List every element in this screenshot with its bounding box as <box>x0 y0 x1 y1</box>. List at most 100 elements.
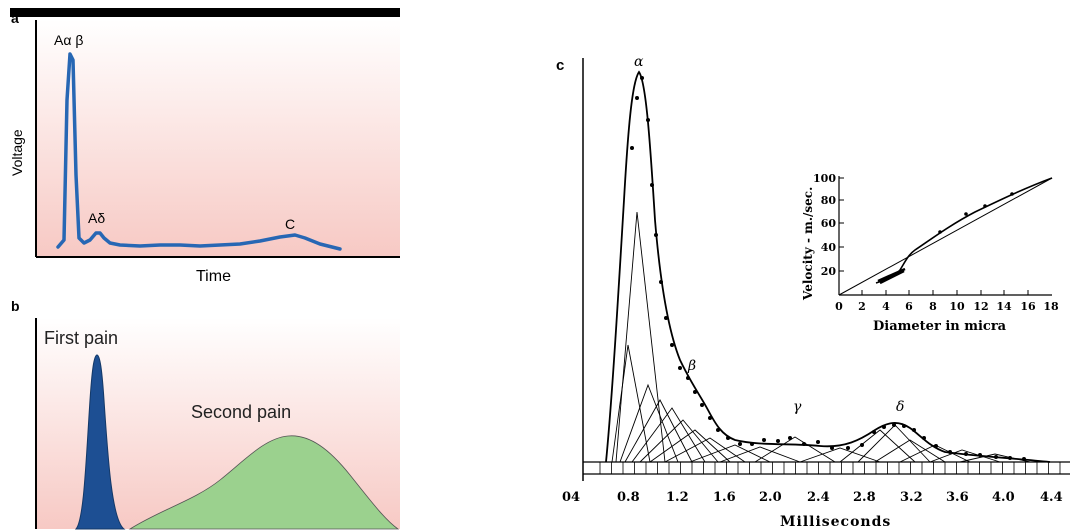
component-curve <box>874 439 946 463</box>
inset-y-tick-label: 20 <box>821 265 837 278</box>
panel-a-peak-label-c: C <box>285 216 295 232</box>
data-dot <box>776 439 780 443</box>
inset-y-ticks <box>839 177 844 272</box>
inset-x-tick-label: 16 <box>1020 300 1036 313</box>
component-curve <box>664 437 746 463</box>
data-dot <box>635 96 639 100</box>
data-dot <box>726 436 730 440</box>
panel-a-y-label: Voltage <box>9 129 25 176</box>
panel-c-letter: c <box>556 57 564 74</box>
data-dot <box>830 446 834 450</box>
inset-x-tick-label: 0 <box>835 300 843 313</box>
data-dot <box>872 430 876 434</box>
data-dot <box>700 403 704 407</box>
component-curve <box>754 436 836 463</box>
inset-x-tick-label: 2 <box>858 300 866 313</box>
panel-c-component-curves <box>611 211 1031 463</box>
data-dot <box>716 428 720 432</box>
panel-a-peak-label-aab: Aα β <box>54 32 83 48</box>
inset-y-label: Velocity - m./sec. <box>801 187 815 301</box>
x-tick-label: 1.6 <box>713 490 736 505</box>
x-tick-label: 0.8 <box>617 490 640 505</box>
component-curve <box>719 446 801 463</box>
inset-y-tick-label: 60 <box>821 217 837 230</box>
component-curve <box>615 211 666 463</box>
data-dot <box>892 423 896 427</box>
x-tick-label: 04 <box>562 490 580 505</box>
inset-x-tick-label: 18 <box>1043 300 1059 313</box>
data-dot <box>750 442 754 446</box>
data-dot <box>882 425 886 429</box>
data-dot <box>762 438 766 442</box>
data-dot <box>912 428 916 432</box>
inset-x-tick-label: 10 <box>949 300 965 313</box>
data-dot <box>640 76 644 80</box>
inset-x-tick-labels: 0 2 4 6 8 10 12 14 16 18 <box>835 300 1059 313</box>
panel-a-top-bar <box>10 8 400 17</box>
inset-y-tick-label: 40 <box>821 241 837 254</box>
component-curve <box>631 407 706 463</box>
inset-x-tick-label: 14 <box>996 300 1012 313</box>
data-dot <box>964 452 968 456</box>
panel-b: b First pain Second pain <box>11 298 400 530</box>
component-curve <box>611 344 651 463</box>
data-dot <box>902 424 906 428</box>
panel-a-x-label: Time <box>196 268 231 285</box>
inset-velocity-curve <box>875 177 1053 284</box>
x-tick-label: 4.0 <box>992 490 1015 505</box>
panel-c-envelope-curve <box>605 70 1051 463</box>
data-dot <box>646 118 650 122</box>
component-curve <box>929 449 1001 463</box>
inset-x-ticks <box>861 290 1029 295</box>
panel-c-x-tick-labels: 04 0.8 1.2 1.6 2.0 2.4 2.8 3.2 3.6 4.0 4… <box>562 490 1063 505</box>
component-curve <box>624 399 693 463</box>
data-dot <box>978 453 982 457</box>
panel-a-voltage-trace <box>56 52 342 251</box>
panel-c-peak-gamma: γ <box>793 399 802 415</box>
data-dot <box>678 366 682 370</box>
data-dot <box>846 446 850 450</box>
panel-c: c <box>556 54 1070 530</box>
inset-y-tick-label: 80 <box>821 194 837 207</box>
panel-c-minor-ticks <box>599 462 1061 474</box>
x-tick-label: 2.0 <box>759 490 782 505</box>
data-dot <box>948 450 952 454</box>
data-dot <box>1022 457 1026 461</box>
data-dot <box>1008 456 1012 460</box>
data-dot <box>654 233 658 237</box>
panel-c-inset: 20 40 60 80 100 0 2 4 6 8 10 12 14 16 18… <box>801 172 1059 334</box>
data-dot <box>738 442 742 446</box>
data-dot <box>650 183 654 187</box>
component-curve <box>639 419 719 463</box>
data-dot <box>670 343 674 347</box>
component-curve <box>857 424 931 463</box>
data-dot <box>816 440 820 444</box>
panel-a-peak-label-ad: Aδ <box>88 210 105 226</box>
component-curve <box>799 447 881 463</box>
inset-x-tick-label: 4 <box>882 300 890 313</box>
panel-c-peak-beta: β <box>687 358 696 374</box>
x-tick-label: 3.2 <box>900 490 923 505</box>
inset-y-tick-labels: 20 40 60 80 100 <box>813 172 836 278</box>
data-dot <box>994 455 998 459</box>
inset-dot <box>1010 192 1014 196</box>
data-dot <box>708 416 712 420</box>
inset-reference-line <box>838 177 1053 296</box>
data-dot <box>860 443 864 447</box>
data-dot <box>686 376 690 380</box>
x-tick-label: 1.2 <box>666 490 689 505</box>
data-dot <box>659 280 663 284</box>
panel-c-x-label: Milliseconds <box>780 514 891 530</box>
component-curve <box>689 444 771 463</box>
inset-dot <box>938 230 942 234</box>
data-dot <box>693 390 697 394</box>
x-tick-label: 4.4 <box>1040 490 1063 505</box>
data-dot <box>934 444 938 448</box>
x-tick-label: 2.8 <box>853 490 876 505</box>
inset-dense-cluster <box>877 267 906 285</box>
panel-c-peak-alpha: α <box>634 54 644 70</box>
panel-b-first-pain-label: First pain <box>44 328 118 348</box>
panel-b-first-pain-area <box>74 354 126 530</box>
data-dot <box>630 146 634 150</box>
inset-y-tick-label: 100 <box>813 172 836 185</box>
